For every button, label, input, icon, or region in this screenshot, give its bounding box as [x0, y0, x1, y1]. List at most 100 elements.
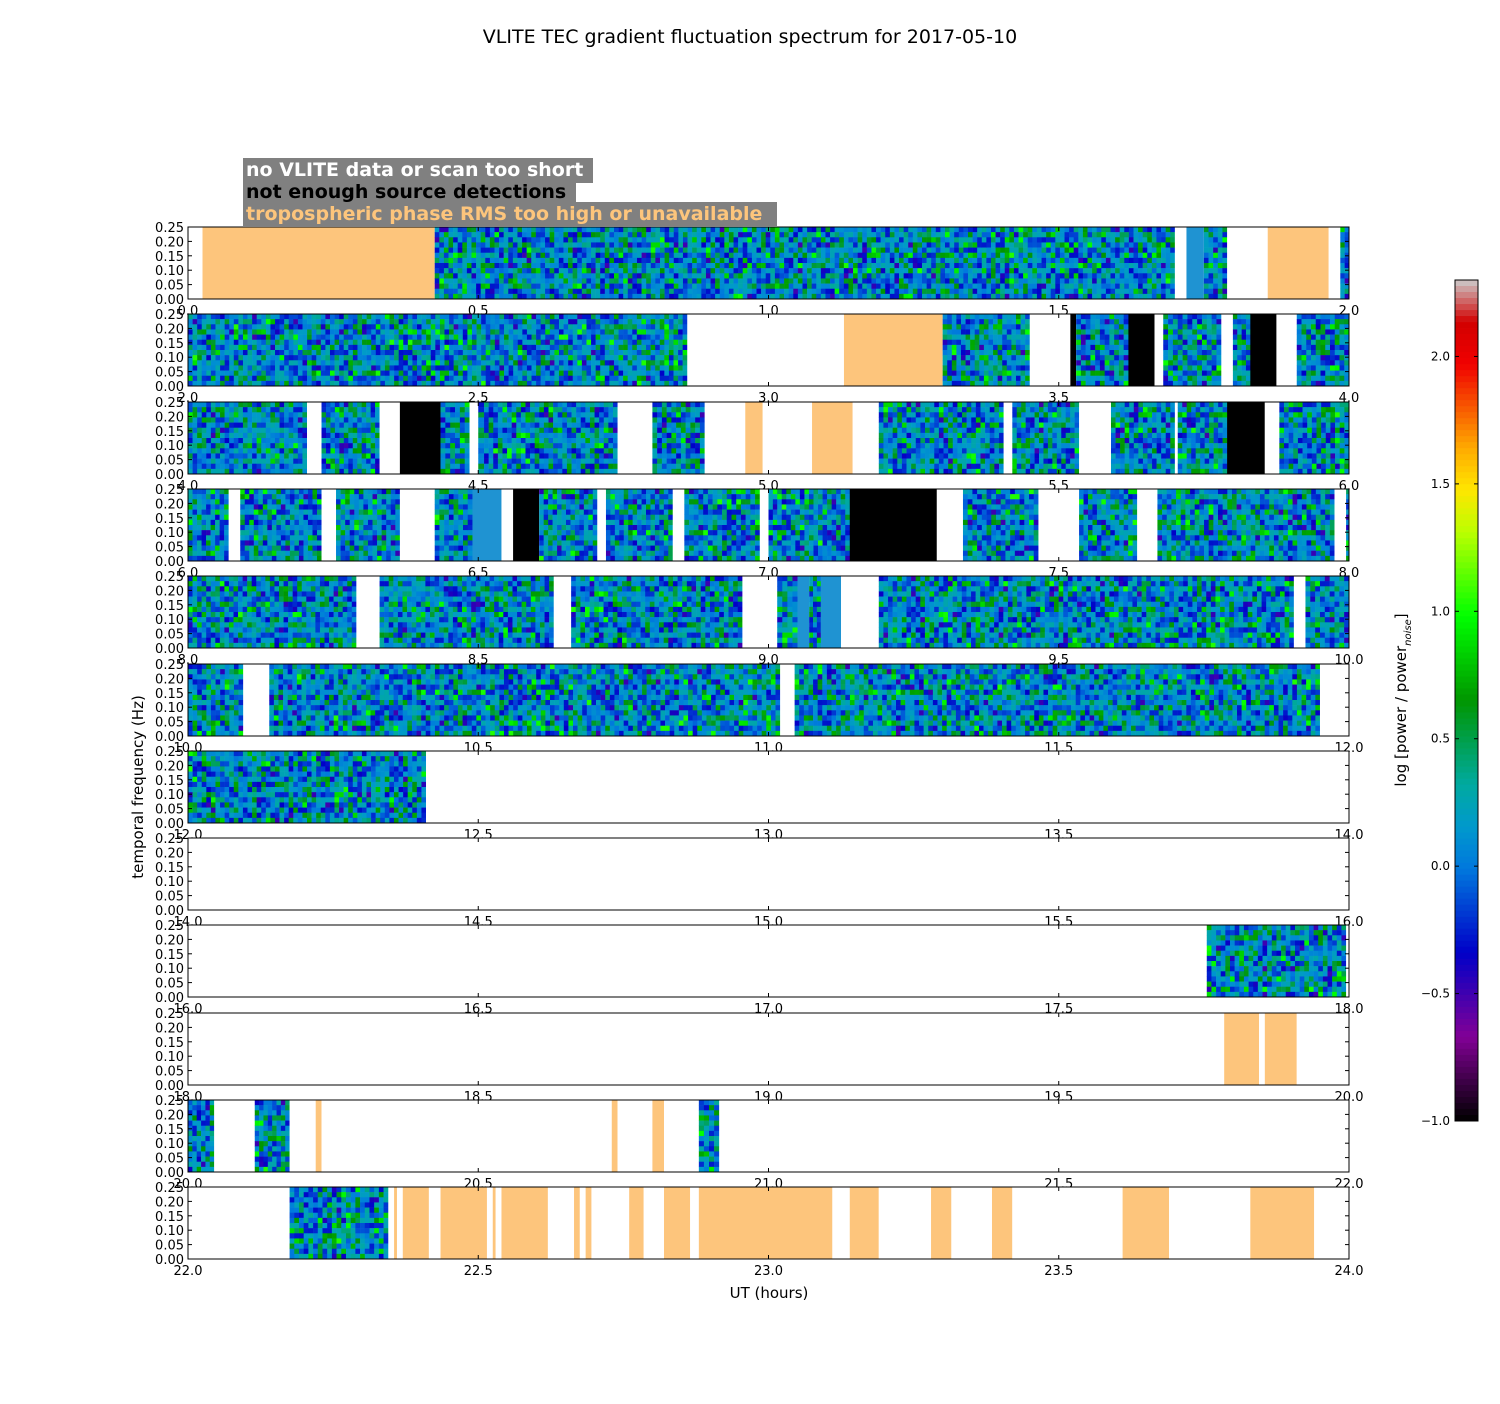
spectrum-cell [1335, 350, 1340, 355]
spectrum-cell [573, 258, 578, 263]
spectrum-cell [747, 242, 752, 247]
spectrum-cell [316, 365, 321, 370]
spectrum-cell [513, 258, 518, 263]
spectrum-cell [463, 335, 468, 340]
spectrum-cell [986, 294, 991, 299]
spectrum-cell [954, 248, 959, 253]
spectrum-cell [871, 289, 876, 294]
spectrum-cell [993, 324, 998, 329]
spectrum-cell [973, 248, 978, 253]
spectrum-cell [229, 459, 234, 464]
spectrum-cell [1173, 329, 1178, 334]
spectrum-cell [692, 263, 697, 268]
spectrum-cell [743, 253, 748, 258]
spectrum-cell [641, 340, 646, 345]
spectrum-cell [665, 294, 670, 299]
spectrum-cell [890, 268, 895, 273]
spectrum-cell [573, 248, 578, 253]
spectrum-cell [614, 376, 619, 381]
spectrum-cell [623, 294, 628, 299]
spectrum-cell [1242, 340, 1247, 345]
spectrum-cell [481, 242, 486, 247]
spectrum-cell [720, 242, 725, 247]
spectrum-cell [1051, 227, 1056, 232]
spectrum-cell [458, 355, 463, 360]
spectrum-cell [481, 350, 486, 355]
spectrum-cell [234, 345, 239, 350]
spectrum-cell [1060, 278, 1065, 283]
spectrum-cell [197, 329, 202, 334]
spectrum-cell [197, 459, 202, 464]
spectrum-cell [1124, 340, 1129, 345]
spectrum-cell [220, 335, 225, 340]
spectrum-cell [440, 376, 445, 381]
spectrum-cell [975, 345, 980, 350]
spectrum-cell [1110, 248, 1115, 253]
spectrum-cell [1166, 278, 1171, 283]
spectrum-cell [761, 263, 766, 268]
spectrum-cell [188, 402, 193, 407]
spectrum-cell [376, 319, 381, 324]
spectrum-segment [188, 402, 307, 474]
spectrum-cell [321, 365, 326, 370]
spectrum-cell [481, 329, 486, 334]
spectrum-cell [996, 237, 1001, 242]
spectrum-cell [683, 232, 688, 237]
spectrum-cell [628, 258, 633, 263]
spectrum-cell [1011, 371, 1016, 376]
spectrum-cell [417, 329, 422, 334]
spectrum-cell [1129, 263, 1134, 268]
spectrum-cell [692, 232, 697, 237]
spectrum-cell [646, 242, 651, 247]
spectrum-cell [471, 248, 476, 253]
spectrum-cell [540, 278, 545, 283]
spectrum-cell [632, 237, 637, 242]
spectrum-cell [697, 232, 702, 237]
spectrum-cell [1114, 340, 1119, 345]
spectrum-cell [885, 258, 890, 263]
spectrum-cell [252, 402, 257, 407]
spectrum-cell [1114, 345, 1119, 350]
spectrum-cell [1187, 329, 1192, 334]
spectrum-cell [1124, 360, 1129, 365]
spectrum-cell [1051, 289, 1056, 294]
spectrum-cell [706, 294, 711, 299]
spectrum-cell [1088, 242, 1093, 247]
spectrum-cell [536, 340, 541, 345]
y-tick-label: 0.20 [155, 235, 184, 250]
spectrum-cell [1143, 258, 1148, 263]
spectrum-cell [344, 381, 349, 386]
spectrum-cell [215, 365, 220, 370]
spectrum-cell [508, 242, 513, 247]
spectrum-cell [289, 314, 294, 319]
spectrum-cell [545, 227, 550, 232]
spectrum-cell [673, 335, 678, 340]
spectrum-cell [1124, 329, 1129, 334]
spectrum-cell [632, 289, 637, 294]
spectrum-cell [623, 360, 628, 365]
spectrum-cell [1178, 335, 1183, 340]
spectrum-cell [641, 335, 646, 340]
spectrum-cell [486, 335, 491, 340]
spectrum-cell [481, 253, 486, 258]
spectrum-cell [600, 232, 605, 237]
spectrum-cell [984, 329, 989, 334]
spectrum-cell [1161, 237, 1166, 242]
spectrum-cell [1100, 350, 1105, 355]
spectrum-cell [481, 289, 486, 294]
spectrum-cell [339, 324, 344, 329]
spectrum-cell [1133, 237, 1138, 242]
spectrum-cell [303, 319, 308, 324]
spectrum-cell [1216, 324, 1221, 329]
spectrum-cell [238, 423, 243, 428]
spectrum-cell [462, 284, 467, 289]
spectrum-cell [467, 329, 472, 334]
spectrum-cell [673, 365, 678, 370]
spectrum-cell [270, 355, 275, 360]
spectrum-cell [1083, 253, 1088, 258]
spectrum-cell [1078, 289, 1083, 294]
spectrum-cell [568, 263, 573, 268]
spectrum-cell [628, 242, 633, 247]
spectrum-cell [1166, 248, 1171, 253]
spectrum-cell [385, 340, 390, 345]
